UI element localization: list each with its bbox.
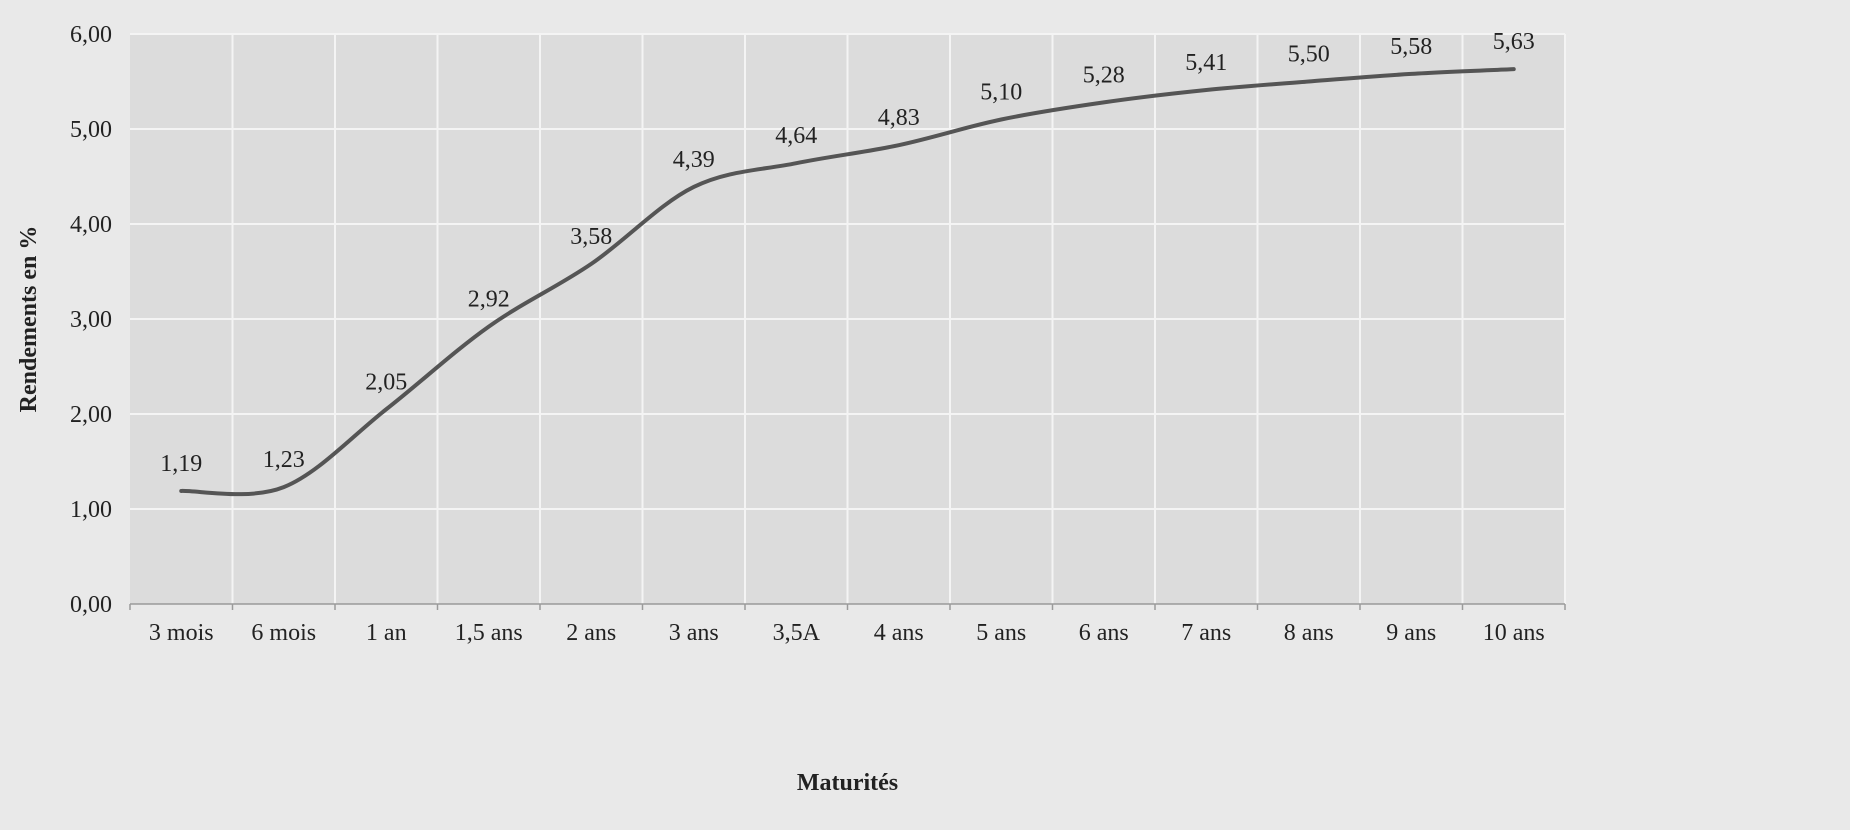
data-label: 4,39 [673, 147, 715, 173]
x-tick-label: 2 ans [566, 620, 616, 646]
x-tick-label: 3 ans [669, 620, 719, 646]
y-tick-label: 6,00 [70, 22, 112, 48]
data-label: 3,58 [570, 224, 612, 250]
x-tick-label: 10 ans [1483, 620, 1545, 646]
data-label: 1,19 [160, 451, 202, 477]
data-label: 4,83 [878, 105, 920, 131]
x-axis-ticks: 3 mois 6 mois 1 an 1,5 ans 2 ans 3 ans 3,5A 4 a… [149, 620, 1545, 646]
x-tick-label: 1 an [366, 620, 407, 646]
data-label: 5,63 [1493, 29, 1535, 55]
x-tick-label: 4 ans [874, 620, 924, 646]
data-labels: 1,19 1,23 2,05 2,92 3,58 4,39 4,64 4,83 5,10 5,28… [160, 29, 1535, 477]
y-axis-title: Rendements en % [16, 226, 42, 413]
y-tick-label: 3,00 [70, 307, 112, 333]
x-tick-label: 7 ans [1181, 620, 1231, 646]
data-label: 4,64 [775, 123, 817, 149]
y-tick-label: 1,00 [70, 497, 112, 523]
x-tick-label: 6 ans [1079, 620, 1129, 646]
data-label: 5,50 [1288, 42, 1330, 68]
data-label: 5,10 [980, 80, 1022, 106]
x-axis-title: Maturités [797, 770, 898, 796]
data-label: 5,28 [1083, 62, 1125, 88]
data-label: 5,41 [1185, 50, 1227, 76]
y-tick-label: 0,00 [70, 592, 112, 618]
data-label: 2,05 [365, 369, 407, 395]
y-tick-label: 5,00 [70, 117, 112, 143]
x-tick-label: 3 mois [149, 620, 214, 646]
x-tick-label: 8 ans [1284, 620, 1334, 646]
x-tick-label: 5 ans [976, 620, 1026, 646]
y-tick-label: 4,00 [70, 212, 112, 238]
data-label: 2,92 [468, 287, 510, 313]
x-tick-label: 6 mois [251, 620, 316, 646]
y-tick-label: 2,00 [70, 402, 112, 428]
x-tick-label: 9 ans [1386, 620, 1436, 646]
axes [129, 603, 1566, 610]
x-tick-label: 1,5 ans [455, 620, 523, 646]
y-axis-ticks: 0,00 1,00 2,00 3,00 4,00 5,00 6,00 [70, 22, 112, 618]
data-label: 1,23 [263, 447, 305, 473]
x-tick-label: 3,5A [773, 620, 821, 646]
data-label: 5,58 [1390, 34, 1432, 60]
series-line [179, 67, 1516, 497]
gridlines [130, 33, 1566, 604]
